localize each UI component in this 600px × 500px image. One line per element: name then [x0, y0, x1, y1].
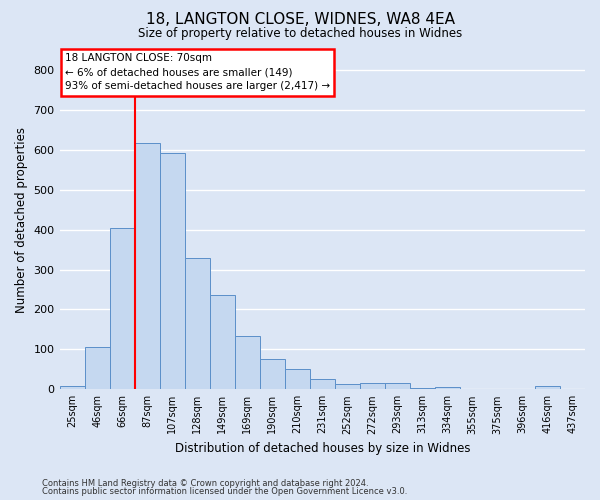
Text: Contains public sector information licensed under the Open Government Licence v3: Contains public sector information licen…: [42, 487, 407, 496]
Text: 18, LANGTON CLOSE, WIDNES, WA8 4EA: 18, LANGTON CLOSE, WIDNES, WA8 4EA: [146, 12, 455, 28]
Y-axis label: Number of detached properties: Number of detached properties: [15, 126, 28, 312]
Bar: [410, 388, 435, 390]
Bar: [335, 384, 360, 390]
X-axis label: Distribution of detached houses by size in Widnes: Distribution of detached houses by size …: [175, 442, 470, 455]
Bar: [385, 384, 410, 390]
Bar: [59, 386, 85, 390]
Bar: [110, 228, 134, 390]
Bar: [134, 144, 160, 390]
Bar: [260, 358, 285, 390]
Bar: [360, 383, 385, 390]
Text: Contains HM Land Registry data © Crown copyright and database right 2024.: Contains HM Land Registry data © Crown c…: [42, 478, 368, 488]
Text: Size of property relative to detached houses in Widnes: Size of property relative to detached ho…: [138, 28, 462, 40]
Bar: [285, 368, 310, 390]
Bar: [535, 386, 560, 390]
Text: 18 LANGTON CLOSE: 70sqm
← 6% of detached houses are smaller (149)
93% of semi-de: 18 LANGTON CLOSE: 70sqm ← 6% of detached…: [65, 54, 330, 92]
Bar: [185, 258, 209, 390]
Bar: [209, 294, 235, 390]
Bar: [160, 153, 185, 390]
Bar: [85, 346, 110, 390]
Bar: [310, 379, 335, 390]
Bar: [435, 386, 460, 390]
Bar: [235, 336, 260, 390]
